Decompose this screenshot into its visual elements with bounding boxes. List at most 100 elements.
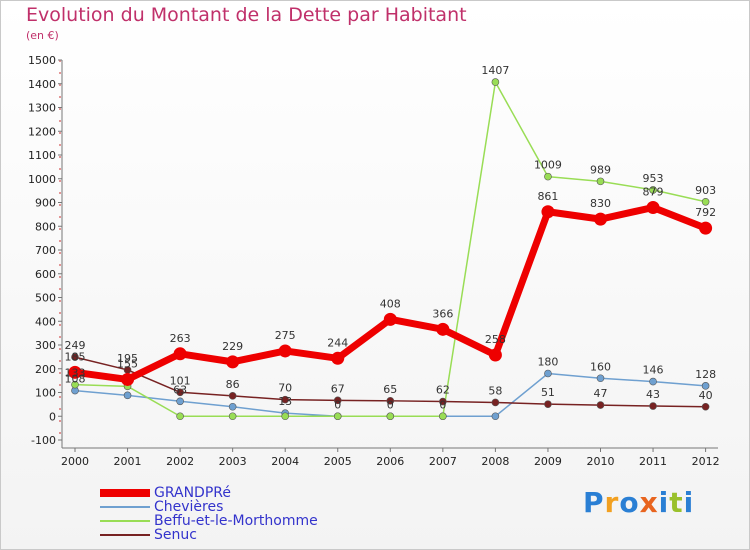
series-line xyxy=(74,203,707,383)
data-point xyxy=(491,398,500,407)
y-tick-label: 900 xyxy=(35,197,56,210)
data-label: 63 xyxy=(173,383,187,396)
data-label: 0 xyxy=(334,398,341,411)
series-beffu-et-le-morthomme xyxy=(71,78,710,421)
x-tick-label: 2001 xyxy=(114,455,142,468)
data-label: 258 xyxy=(485,333,506,346)
data-label: 160 xyxy=(590,360,611,373)
legend-label: Chevières xyxy=(154,499,224,515)
logo-letter: t xyxy=(669,486,684,519)
y-tick-label: 1000 xyxy=(28,173,56,186)
data-label: 51 xyxy=(541,386,555,399)
x-tick-label: 2002 xyxy=(166,455,194,468)
x-tick-label: 2005 xyxy=(324,455,352,468)
data-point xyxy=(594,212,607,226)
data-point xyxy=(123,391,132,400)
data-point xyxy=(71,380,79,389)
chart-subtitle: (en €) xyxy=(26,29,59,42)
x-tick-label: 2000 xyxy=(61,455,89,468)
y-tick-label: 100 xyxy=(35,387,56,400)
data-point xyxy=(541,205,555,219)
legend-swatch xyxy=(100,534,150,536)
data-label-layer: 108 63 13 0 0 0 180 160 146 128 133 1407 1009 989 953 9… xyxy=(65,64,717,411)
data-label: 13 xyxy=(278,395,292,408)
data-label: 47 xyxy=(594,387,608,400)
y-tick-label: 400 xyxy=(35,315,56,328)
data-point xyxy=(278,344,292,358)
data-label: 43 xyxy=(646,388,660,401)
data-point xyxy=(281,395,290,404)
data-point xyxy=(649,186,657,194)
data-point xyxy=(649,377,657,386)
data-label: 366 xyxy=(432,307,453,320)
y-tick-label: 1200 xyxy=(28,125,56,138)
data-label: 244 xyxy=(327,336,348,349)
legend-label: Beffu-et-le-Morthomme xyxy=(154,513,318,529)
logo-letter: P xyxy=(583,486,605,519)
legend-swatch xyxy=(100,506,150,508)
data-label: 101 xyxy=(170,374,191,387)
data-label: 108 xyxy=(65,373,86,386)
data-point xyxy=(333,396,342,405)
data-point xyxy=(646,200,660,214)
legend-swatch xyxy=(100,489,150,497)
logo-letter: r xyxy=(604,486,620,519)
data-point xyxy=(68,365,82,379)
data-label: 275 xyxy=(275,329,296,342)
data-point xyxy=(701,402,710,411)
y-tick-label: -100 xyxy=(31,434,56,447)
data-label: 830 xyxy=(590,197,611,210)
data-label: 953 xyxy=(643,172,664,185)
y-tick-label: 1400 xyxy=(28,78,56,91)
data-label: 133 xyxy=(65,367,86,380)
legend-label: Senuc xyxy=(154,527,197,543)
series-layer xyxy=(68,78,713,421)
logo-letter: i xyxy=(683,486,695,519)
data-label: 86 xyxy=(226,378,240,391)
data-label: 0 xyxy=(387,398,394,411)
x-tick-label: 2009 xyxy=(534,455,562,468)
data-point xyxy=(226,355,240,369)
x-tick-label: 2010 xyxy=(587,455,615,468)
data-label: 263 xyxy=(170,332,191,345)
data-label: 1407 xyxy=(481,64,509,77)
data-point xyxy=(701,382,710,390)
data-label: 249 xyxy=(65,339,86,352)
data-label: 903 xyxy=(695,184,716,197)
chart-title: Evolution du Montant de la Dette par Hab… xyxy=(26,4,467,26)
data-point xyxy=(386,412,395,421)
data-point xyxy=(701,197,710,206)
data-point xyxy=(176,412,184,421)
x-tick-label: 2003 xyxy=(219,455,247,468)
y-tick-label: 700 xyxy=(35,244,56,257)
data-point xyxy=(544,369,552,378)
data-point xyxy=(331,351,345,365)
y-tick-label: 0 xyxy=(49,410,56,423)
y-tick-label: 1500 xyxy=(28,54,56,67)
legend-item: Chevières xyxy=(100,500,318,514)
data-point xyxy=(439,412,447,421)
data-label: 1009 xyxy=(534,159,562,172)
x-tick-label: 2008 xyxy=(481,455,509,468)
chart-legend: GRANDPRé Chevières Beffu-et-le-Morthomme Se… xyxy=(100,486,318,542)
data-point xyxy=(649,402,657,410)
y-tick-label: 500 xyxy=(35,292,56,305)
data-point xyxy=(228,392,237,400)
legend-item: GRANDPRé xyxy=(100,486,318,500)
x-tick-label: 2006 xyxy=(376,455,404,468)
data-point xyxy=(596,177,605,186)
proxiti-logo: Proxiti xyxy=(583,486,694,519)
data-label: 146 xyxy=(643,364,664,377)
data-point xyxy=(121,372,135,386)
y-tick-label: 600 xyxy=(35,268,56,281)
logo-letter: x xyxy=(639,486,659,519)
data-label: 58 xyxy=(488,384,502,397)
data-point xyxy=(491,78,500,86)
data-point xyxy=(71,353,79,361)
series-senuc xyxy=(71,353,710,411)
data-point xyxy=(596,374,605,383)
data-label: 180 xyxy=(537,356,558,369)
legend-item: Beffu-et-le-Morthomme xyxy=(100,514,318,528)
